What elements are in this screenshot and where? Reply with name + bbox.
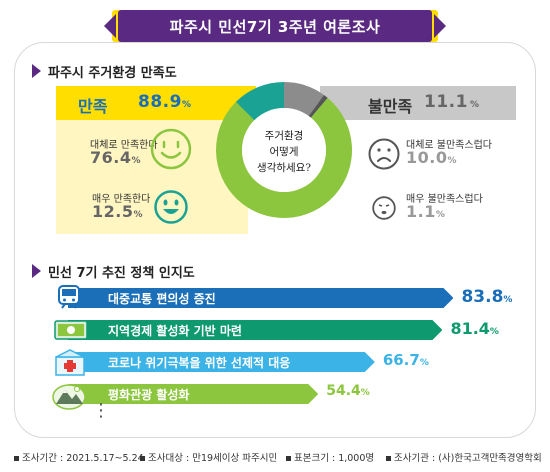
item-label: 대체로 불만족스럽다 (406, 140, 492, 151)
title-banner: 파주시 민선7기 3주년 여론조사 (118, 10, 432, 42)
policy-bar-label: 코로나 위기극복을 위한 선제적 대응 (108, 356, 291, 370)
satisfied-value: 88.9 (138, 92, 182, 112)
footer-sample: 표본크기 : 1,000명 (286, 450, 374, 464)
mountain-landscape-icon (52, 384, 86, 410)
dissatisfied-label: 불만족 (368, 97, 413, 116)
policy-bar: 지역경제 활성화 기반 마련 (68, 320, 442, 340)
section2-heading: 민선 7기 추진 정책 인지도 (48, 266, 195, 281)
question-line: 생각하세요? (257, 162, 311, 174)
subway-icon (58, 285, 80, 309)
policy-bar-value: 83.8% (461, 287, 513, 307)
smile-face-icon (150, 128, 192, 170)
footer-agency: 조사기관 : (사)한국고객만족경영학회 (386, 450, 542, 464)
title-left-chevron-icon (104, 14, 116, 38)
donut-slice-4 (308, 94, 328, 118)
policy-bar-label: 대중교통 편의성 증진 (108, 292, 216, 306)
survey-footer: 조사기간 : 2021.5.17~5.24 조사대상 : 만19세이상 파주시민… (0, 444, 550, 468)
item-label: 매우 불만족스럽다 (406, 194, 483, 205)
item-value: 12.5% (92, 202, 143, 221)
question-line: 어떻게 (269, 146, 299, 158)
policy-bar-label: 지역경제 활성화 기반 마련 (108, 324, 242, 338)
policy-bar: 평화관광 활성화 (68, 384, 318, 404)
policy-bar-unit: % (489, 327, 499, 337)
title-right-chevron-icon (434, 14, 446, 38)
policy-bar-unit: % (360, 388, 370, 398)
money-card-icon (54, 320, 88, 340)
item-value: 1.1% (406, 202, 445, 221)
sad-face-icon (372, 196, 396, 220)
question-line: 주거환경 (264, 130, 304, 142)
satisfied-label: 만족 (78, 97, 108, 116)
page-title: 파주시 민선7기 3주년 여론조사 (169, 18, 381, 36)
big-smile-face-icon (154, 190, 188, 224)
satisfied-unit: % (182, 100, 192, 110)
hospital-icon (55, 349, 85, 376)
section-bullet-icon (32, 264, 41, 278)
dissatisfied-value: 11.1 (424, 92, 468, 112)
item-label: 매우 만족한다 (92, 194, 151, 205)
footer-period: 조사기간 : 2021.5.17~5.24 (14, 450, 144, 464)
satisfied-panel (56, 120, 248, 234)
policy-bar: 코로나 위기극복을 위한 선제적 대응 (68, 352, 375, 372)
more-items-ellipsis: ⋮ (92, 400, 110, 421)
donut-slice-3 (284, 82, 324, 117)
satisfaction-donut-chart (215, 82, 352, 218)
item-value: 76.4% (90, 148, 141, 167)
policy-bar-label: 평화관광 활성화 (108, 388, 190, 402)
policy-bar-value: 54.4% (326, 383, 370, 399)
item-label: 대체로 만족한다 (90, 140, 158, 151)
policy-bar-unit: % (419, 358, 429, 368)
donut-hole (242, 108, 326, 192)
policy-bar-value: 81.4% (450, 319, 499, 338)
policy-bar: 대중교통 편의성 증진 (68, 288, 453, 308)
policy-bar-unit: % (503, 295, 513, 305)
section1-heading: 파주시 주거환경 만족도 (48, 66, 177, 81)
donut-slice-1 (215, 97, 352, 218)
footer-target: 조사대상 : 만19세이상 파주시민 (140, 450, 277, 464)
donut-center-question: 주거환경 어떻게 생각하세요? (249, 128, 319, 176)
policy-bar-chart: 대중교통 편의성 증진 83.8% 지역경제 활성화 기반 마련 81.4% 코로나 위… (0, 287, 513, 440)
dissatisfied-unit: % (470, 100, 480, 110)
item-value: 10.0% (406, 148, 457, 167)
satisfied-banner: 만족 88.9 % (56, 86, 256, 120)
section-bullet-icon (32, 64, 41, 78)
dissatisfied-banner: 불만족 11.1 % (320, 86, 516, 120)
frown-face-icon (368, 138, 400, 170)
donut-slice-2 (235, 82, 284, 121)
policy-bar-value: 66.7% (382, 351, 429, 369)
